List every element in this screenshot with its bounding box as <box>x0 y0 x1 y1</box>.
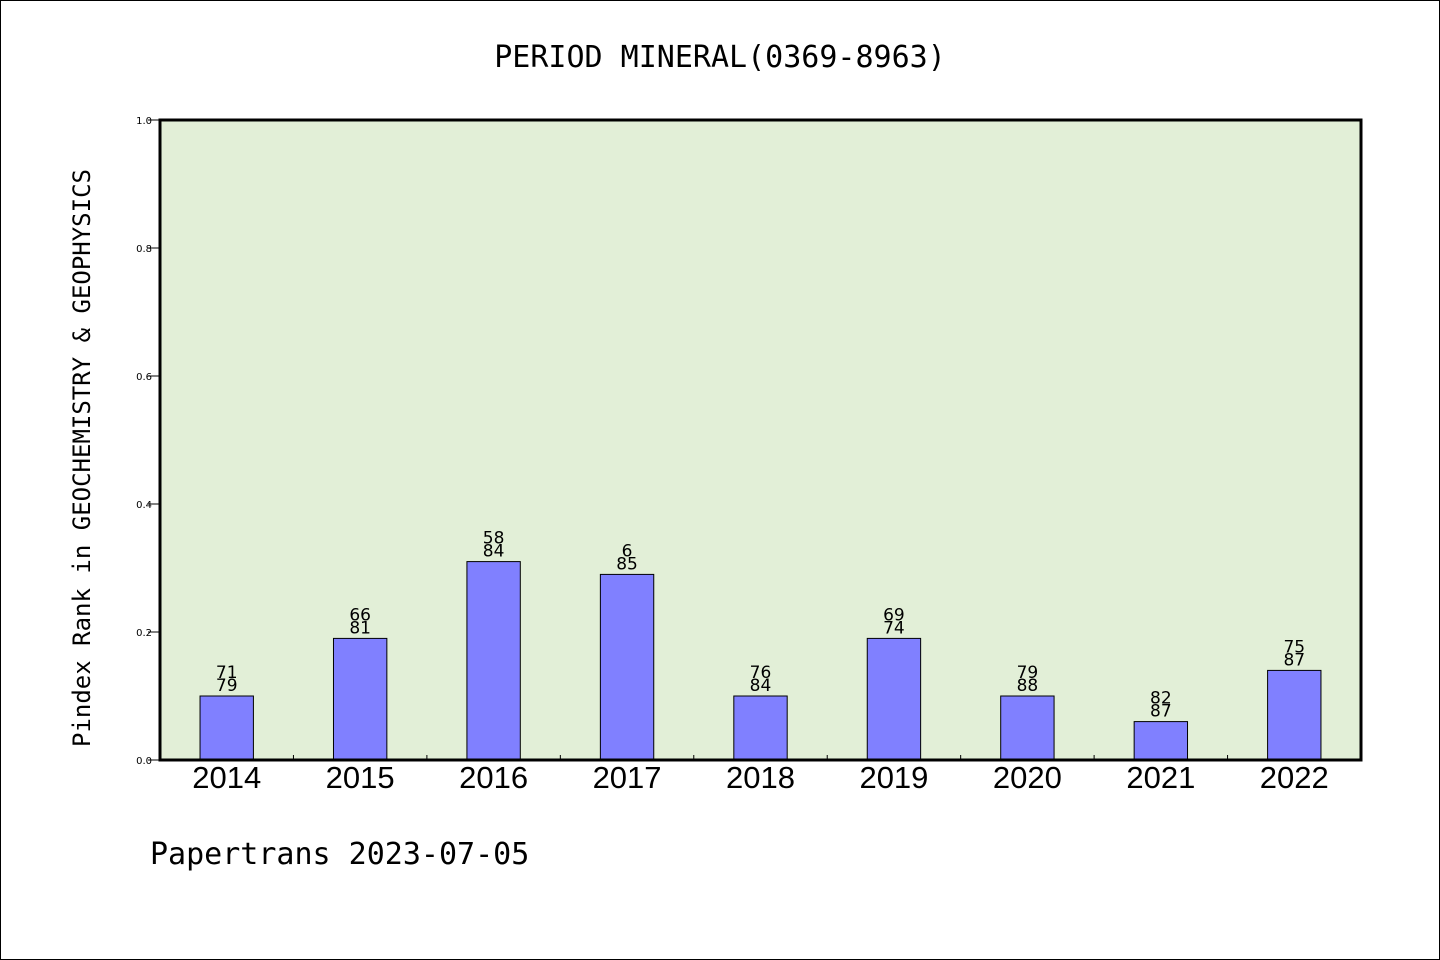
y-axis-label: Pindex Rank in GEOCHEMISTRY & GEOPHYSICS <box>68 169 96 747</box>
x-tick-label: 2020 <box>993 760 1062 795</box>
y-tick-label: 0.4 <box>136 500 152 511</box>
bar <box>1000 695 1055 761</box>
bar-label-top: 82 <box>1150 689 1172 709</box>
x-tick-label: 2018 <box>726 760 795 795</box>
bar-label-top: 66 <box>349 605 371 625</box>
bar-label-bottom: 84 <box>483 542 505 562</box>
bar <box>599 573 655 761</box>
x-tick-label: 2016 <box>459 760 528 795</box>
bar <box>733 695 788 761</box>
y-tick-label: 0.8 <box>136 244 152 255</box>
bar-label-bottom: 87 <box>1150 702 1172 722</box>
y-tick-label: 0.2 <box>136 628 152 639</box>
bar-label-top: 75 <box>1283 637 1305 657</box>
bar <box>199 695 254 761</box>
y-tick-label: 0.0 <box>136 756 152 767</box>
x-tick-label: 2021 <box>1126 760 1195 795</box>
bar <box>332 637 388 761</box>
bar-label-top: 69 <box>883 605 905 625</box>
y-axis-ticks: 0.0 0.2 0.4 0.6 0.8 1.0 <box>136 116 160 767</box>
bar-label-top: 58 <box>483 529 505 549</box>
x-tick-label: 2015 <box>326 760 395 795</box>
footer-text: Papertrans 2023-07-05 <box>150 837 529 872</box>
bar-label-top: 79 <box>1017 663 1039 683</box>
bar <box>1267 669 1322 761</box>
bar-label-bottom: 74 <box>883 618 905 638</box>
bar-label-top: 76 <box>750 663 772 683</box>
bar-series <box>199 561 1322 761</box>
bar-label-bottom: 84 <box>750 676 772 696</box>
bar <box>866 637 922 761</box>
x-axis-ticks: 2014 2015 2016 2017 2018 2019 2020 2021 2022 <box>192 755 1329 795</box>
bar-label-bottom: 79 <box>216 676 238 696</box>
bar-label-bottom: 85 <box>616 554 638 574</box>
bar-label-top: 6 <box>622 541 633 561</box>
x-tick-label: 2017 <box>593 760 662 795</box>
y-tick-label: 1.0 <box>136 116 152 127</box>
bar <box>1133 721 1189 761</box>
plot-border <box>158 118 1363 762</box>
y-tick-label: 0.6 <box>136 372 152 383</box>
bar-label-bottom: 87 <box>1283 650 1305 670</box>
bar-label-bottom: 81 <box>349 618 371 638</box>
x-tick-label: 2022 <box>1260 760 1329 795</box>
chart-title: PERIOD MINERAL(0369-8963) <box>494 40 946 75</box>
x-tick-label: 2014 <box>192 760 261 795</box>
bar <box>466 561 521 761</box>
bar-label-bottom: 88 <box>1017 676 1039 696</box>
x-tick-label: 2019 <box>859 760 928 795</box>
bar-label-top: 71 <box>216 663 238 683</box>
